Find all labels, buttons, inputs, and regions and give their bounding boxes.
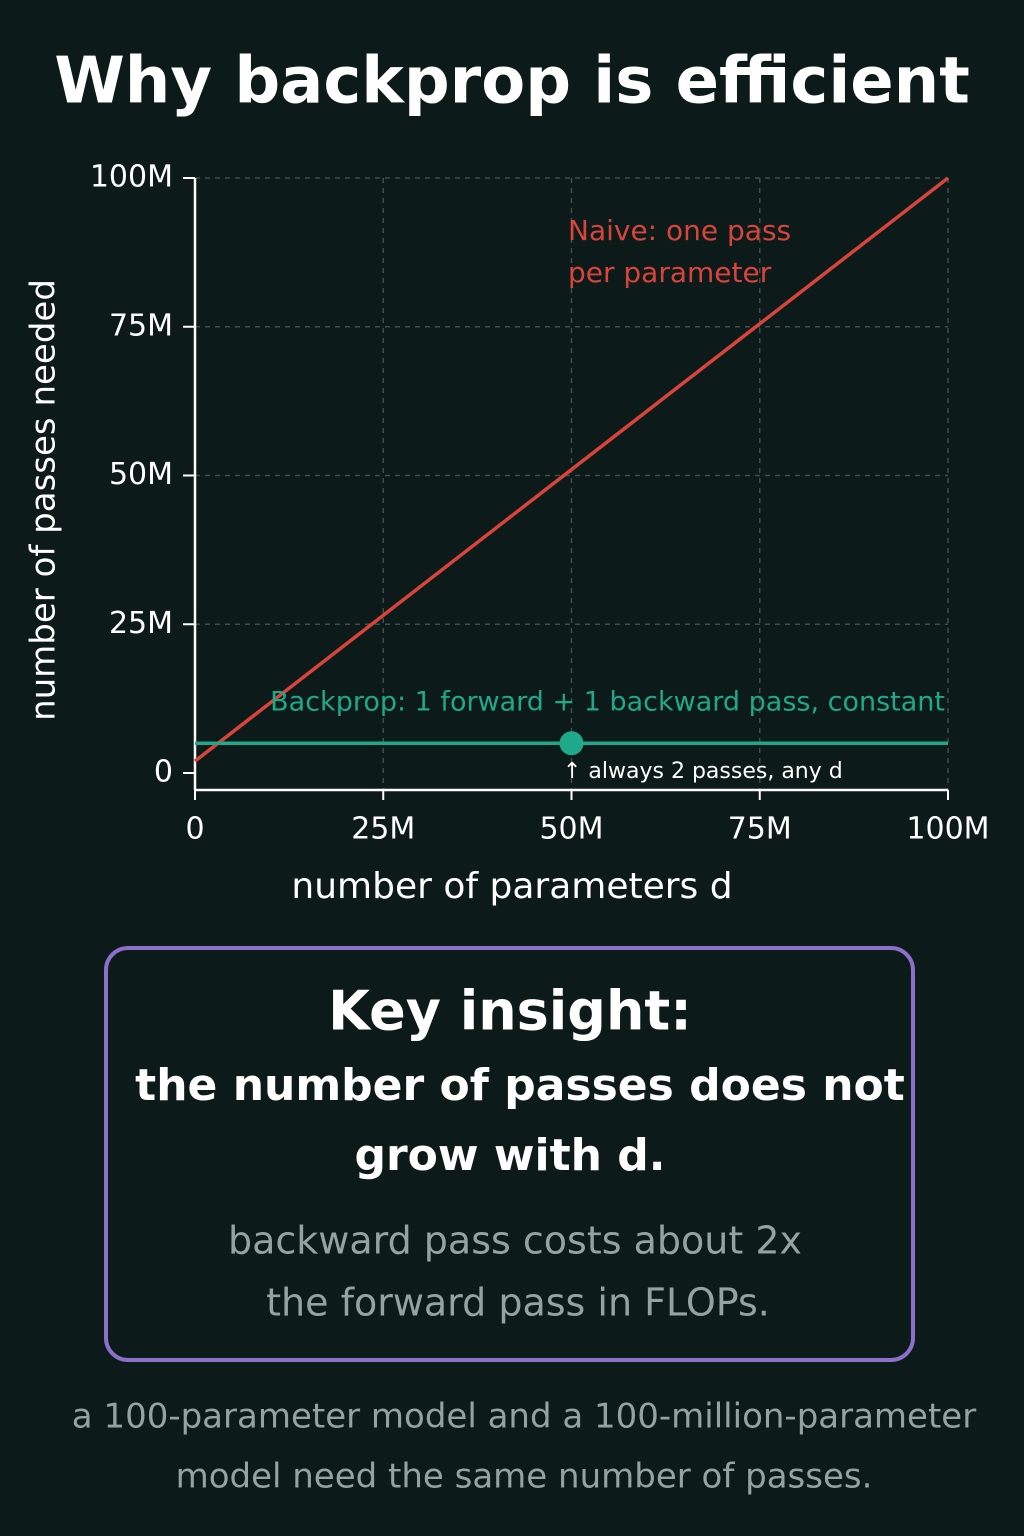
chart-title: Why backprop is efficient — [54, 45, 970, 119]
annotation: Backprop: 1 forward + 1 backward pass, c… — [270, 687, 945, 718]
x-tick-label: 25M — [351, 812, 415, 847]
highlight-point — [559, 731, 584, 756]
insight-heading: Key insight: — [328, 980, 692, 1043]
y-axis-label: number of passes needed — [24, 279, 64, 721]
insight-line: grow with d. — [354, 1130, 665, 1181]
y-tick-label: 100M — [90, 160, 173, 195]
insight-note: backward pass costs about 2x — [228, 1219, 802, 1263]
insight-line: the number of passes does not — [135, 1060, 905, 1111]
footer-line: model need the same number of passes. — [176, 1457, 873, 1497]
y-tick-label: 50M — [109, 457, 173, 492]
x-tick-label: 75M — [728, 812, 792, 847]
series-line — [193, 176, 950, 763]
x-axis-label: number of parameters d — [291, 866, 732, 907]
x-tick-label: 50M — [539, 812, 603, 847]
footer-line: a 100-parameter model and a 100-million-… — [72, 1397, 976, 1437]
y-tick-label: 75M — [109, 308, 173, 343]
insight-note: the forward pass in FLOPs. — [266, 1281, 770, 1325]
annotation: Naive: one pass — [568, 214, 791, 247]
y-tick-label: 0 — [154, 755, 173, 790]
y-tick-label: 25M — [109, 606, 173, 641]
x-tick-label: 0 — [185, 812, 204, 847]
x-tick-label: 100M — [906, 812, 989, 847]
insight-box — [104, 946, 915, 1362]
annotation: per parameter — [568, 256, 772, 289]
annotation: ↑ always 2 passes, any d — [563, 759, 843, 784]
